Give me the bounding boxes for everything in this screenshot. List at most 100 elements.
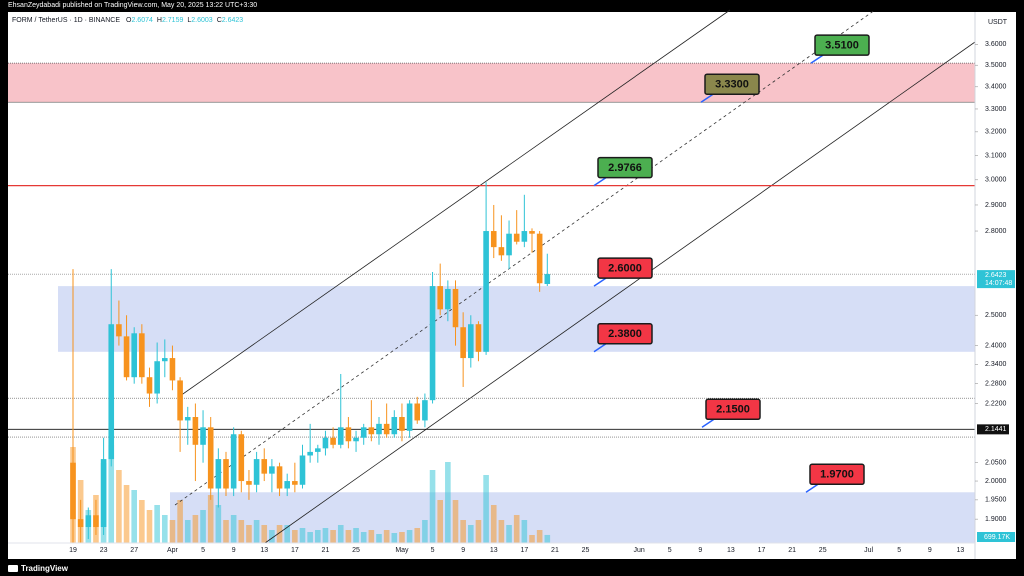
annotation-box xyxy=(597,156,653,179)
annotation-label: 3.5100 xyxy=(825,40,859,52)
volume-bar xyxy=(506,525,512,543)
x-tick-label: 17 xyxy=(758,547,766,554)
volume-bar xyxy=(108,445,115,543)
channel-lower xyxy=(264,41,976,544)
x-tick-label: 9 xyxy=(232,547,236,554)
annotation-pointer xyxy=(593,176,607,187)
candle-body xyxy=(146,377,153,394)
volume-bar xyxy=(429,470,436,543)
candle-body xyxy=(437,286,443,310)
x-tick-label: 13 xyxy=(490,547,498,554)
volume-bar xyxy=(383,530,390,543)
candle-body xyxy=(177,380,183,421)
volume-bar xyxy=(116,470,122,543)
axes: 3.6000 3.5000 3.4000 3.3000 3.2000 3.1000 3.00… xyxy=(69,41,1015,554)
volume-bar xyxy=(337,525,344,543)
candle-body xyxy=(253,459,260,485)
volume-bar xyxy=(315,530,321,543)
ohlc-value: 2.6423 xyxy=(222,17,244,24)
candle-body xyxy=(292,481,298,485)
x-tick-label: 13 xyxy=(727,547,735,554)
volume-bar xyxy=(399,532,405,543)
volume-label: 699.17K xyxy=(984,534,1010,541)
y-tick-label: 3.5000 xyxy=(985,62,1007,69)
candle-body xyxy=(93,515,99,528)
y-tick-label: 3.1000 xyxy=(985,152,1007,159)
volume-bar xyxy=(162,515,168,543)
candle-body xyxy=(169,358,176,381)
candle-body xyxy=(315,448,321,452)
x-tick-label: 27 xyxy=(130,547,138,554)
candle-body xyxy=(246,481,252,485)
y-tick-label: 2.0000 xyxy=(985,478,1007,485)
volume-bar xyxy=(207,495,214,543)
candle-body xyxy=(192,417,199,445)
annotation-box xyxy=(597,323,653,345)
ohlc-value: 2.6003 xyxy=(191,17,213,24)
volume-bar xyxy=(422,520,428,543)
candle-body xyxy=(475,324,482,352)
countdown-label: 14:07:48 xyxy=(985,280,1012,287)
volume-bar xyxy=(544,534,551,543)
candle-body xyxy=(70,462,76,520)
volume-bar xyxy=(292,530,298,543)
volume-bar xyxy=(131,490,137,543)
ohlc-value: 2.6074 xyxy=(131,17,153,24)
volume-bar xyxy=(215,505,222,543)
x-tick-label: 9 xyxy=(928,547,932,554)
candle-body xyxy=(276,466,283,489)
y-tick-label: 2.2800 xyxy=(985,381,1007,388)
volume-bar xyxy=(246,525,252,543)
ohlc-value: 2.7159 xyxy=(162,17,184,24)
annotation-box xyxy=(705,398,761,421)
annotation-pointer xyxy=(810,54,824,64)
y-tick-label: 2.2200 xyxy=(985,400,1007,407)
x-tick-label: Jun xyxy=(633,547,644,554)
annotation-pointer xyxy=(593,277,607,287)
volume-bar xyxy=(269,530,275,543)
candle-body xyxy=(307,451,313,456)
volume-bar xyxy=(200,510,206,543)
candle-body xyxy=(383,423,390,435)
y-tick-label: 2.0500 xyxy=(985,460,1007,467)
volume-bar xyxy=(437,500,443,543)
ohlc-name: C xyxy=(217,17,222,24)
volume-bar xyxy=(529,535,535,543)
x-tick-label: 25 xyxy=(582,547,590,554)
annotation-label: 3.3300 xyxy=(715,79,749,91)
last-price-label: 2.6423 xyxy=(985,272,1007,279)
annotation-label: 1.9700 xyxy=(820,469,854,481)
volume-bar xyxy=(154,505,160,543)
candle-body xyxy=(353,437,359,442)
volume-bar xyxy=(468,525,474,543)
x-tick-label: 21 xyxy=(788,547,796,554)
ohlc-name: L xyxy=(187,17,191,24)
candle-body xyxy=(406,403,413,431)
candle-body xyxy=(299,455,306,485)
x-tick-label: 5 xyxy=(668,547,672,554)
annotation-label: 2.1500 xyxy=(716,404,750,416)
y-tick-label: 3.0000 xyxy=(985,177,1007,184)
x-tick-label: 9 xyxy=(698,547,702,554)
volume-tag xyxy=(977,532,1015,542)
ohlc-name: H xyxy=(157,17,162,24)
candle-body xyxy=(337,427,344,445)
volume-bar xyxy=(322,528,329,543)
annotations: 3.5100 3.3300 2.9766 2.6000 2.3800 2.1500 1.97… xyxy=(593,34,870,493)
trend-lines xyxy=(8,9,976,544)
volume-bar xyxy=(253,520,260,543)
ohlc-name: O xyxy=(126,17,132,24)
candle-body xyxy=(330,437,336,445)
volume-bar xyxy=(177,500,183,543)
candle-body xyxy=(391,417,398,435)
x-tick-label: Apr xyxy=(167,547,179,554)
candle-body xyxy=(460,327,466,359)
x-tick-label: May xyxy=(395,547,409,554)
x-tick-label: Jul xyxy=(864,547,873,554)
candle-body xyxy=(269,466,275,474)
x-tick-label: 23 xyxy=(100,547,108,554)
marked-level-tag xyxy=(977,424,1009,435)
channel-upper xyxy=(179,9,731,397)
volume-bar xyxy=(261,525,268,543)
x-tick-label: 5 xyxy=(201,547,205,554)
